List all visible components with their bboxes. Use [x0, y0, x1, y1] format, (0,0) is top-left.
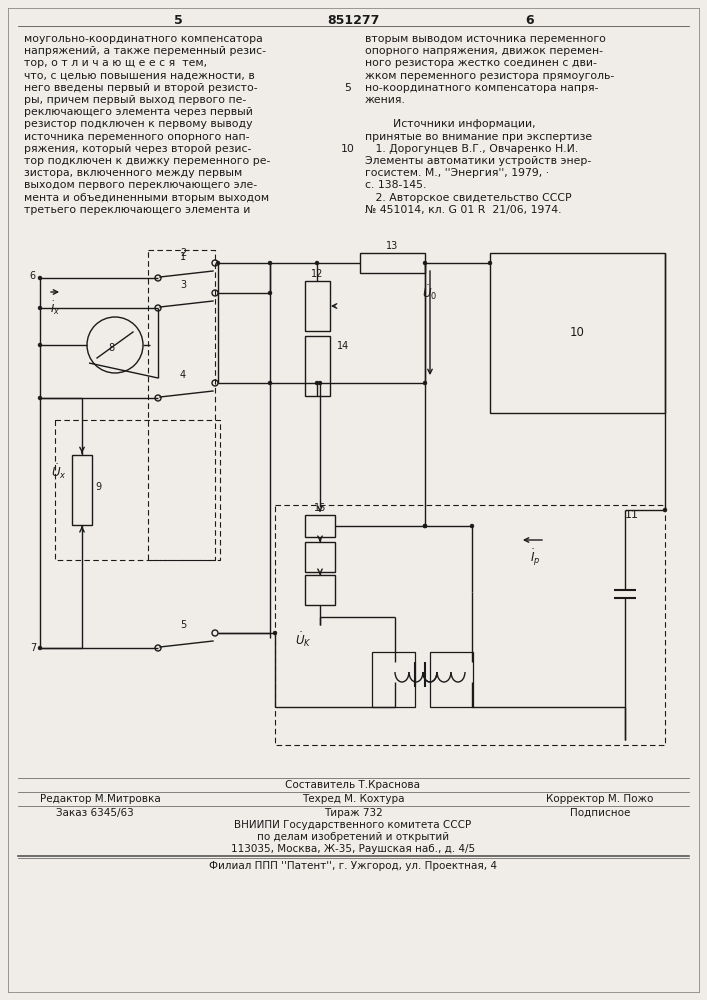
Text: опорного напряжения, движок перемен-: опорного напряжения, движок перемен- — [365, 46, 603, 56]
Text: Подписное: Подписное — [570, 808, 630, 818]
Bar — [305, 575, 335, 605]
Circle shape — [663, 508, 667, 512]
Text: № 451014, кл. G 01 R  21/06, 1974.: № 451014, кл. G 01 R 21/06, 1974. — [365, 205, 561, 215]
Text: $\dot{U}_x$: $\dot{U}_x$ — [52, 462, 67, 481]
Text: 6: 6 — [526, 14, 534, 27]
Bar — [490, 253, 665, 413]
Text: 10: 10 — [570, 326, 585, 340]
Text: Тираж 732: Тираж 732 — [324, 808, 382, 818]
Text: третьего переключающего элемента и: третьего переключающего элемента и — [24, 205, 250, 215]
Text: зистора, включенного между первым: зистора, включенного между первым — [24, 168, 243, 178]
Circle shape — [318, 381, 322, 385]
Text: 1. Дорогунцев В.Г., Овчаренко Н.И.: 1. Дорогунцев В.Г., Овчаренко Н.И. — [365, 144, 578, 154]
Text: 9: 9 — [95, 482, 101, 492]
Circle shape — [268, 381, 272, 385]
Text: 113035, Москва, Ж-35, Раушская наб., д. 4/5: 113035, Москва, Ж-35, Раушская наб., д. … — [231, 844, 475, 854]
Text: ры, причем первый выход первого пе-: ры, причем первый выход первого пе- — [24, 95, 246, 105]
Circle shape — [423, 381, 427, 385]
Text: Элементы автоматики устройств энер-: Элементы автоматики устройств энер- — [365, 156, 591, 166]
Text: Источники информации,: Источники информации, — [365, 119, 536, 129]
Text: $\dot{I}_x$: $\dot{I}_x$ — [50, 300, 60, 317]
Text: 11: 11 — [625, 510, 639, 520]
Text: ВНИИПИ Государственного комитета СССР: ВНИИПИ Государственного комитета СССР — [235, 820, 472, 830]
Text: госистем. М., ''Энергия'', 1979, ·: госистем. М., ''Энергия'', 1979, · — [365, 168, 549, 178]
Text: Заказ 6345/63: Заказ 6345/63 — [56, 808, 134, 818]
Circle shape — [488, 261, 492, 265]
Text: 10: 10 — [341, 144, 355, 154]
Text: $\dot{U}_K$: $\dot{U}_K$ — [296, 630, 312, 649]
Text: жком переменного резистора прямоуголь-: жком переменного резистора прямоуголь- — [365, 71, 614, 81]
Text: 14: 14 — [337, 341, 349, 351]
Circle shape — [423, 524, 427, 528]
Bar — [305, 542, 335, 572]
Text: вторым выводом источника переменного: вторым выводом источника переменного — [365, 34, 606, 44]
Text: 1: 1 — [180, 252, 186, 262]
Text: мента и объединенными вторым выходом: мента и объединенными вторым выходом — [24, 193, 269, 203]
Text: Филиал ППП ''Патент'', г. Ужгород, ул. Проектная, 4: Филиал ППП ''Патент'', г. Ужгород, ул. П… — [209, 861, 497, 871]
Text: моугольно-координатного компенсатора: моугольно-координатного компенсатора — [24, 34, 263, 44]
Text: 7: 7 — [30, 643, 36, 653]
Text: него введены первый и второй резисто-: него введены первый и второй резисто- — [24, 83, 257, 93]
Text: 5: 5 — [180, 620, 186, 630]
Text: 2: 2 — [180, 248, 186, 258]
Text: резистор подключен к первому выводу: резистор подключен к первому выводу — [24, 119, 252, 129]
Bar — [430, 652, 473, 707]
Circle shape — [216, 261, 220, 265]
Bar — [305, 515, 335, 537]
Circle shape — [315, 381, 319, 385]
Circle shape — [423, 524, 427, 528]
Text: 851277: 851277 — [327, 14, 379, 27]
Circle shape — [470, 524, 474, 528]
Circle shape — [38, 343, 42, 347]
Circle shape — [268, 261, 272, 265]
Text: 6: 6 — [30, 271, 36, 281]
Text: жения.: жения. — [365, 95, 406, 105]
Text: тор подключен к движку переменного ре-: тор подключен к движку переменного ре- — [24, 156, 270, 166]
Text: 3: 3 — [180, 280, 186, 290]
Circle shape — [268, 291, 272, 295]
Circle shape — [315, 261, 319, 265]
Text: 15: 15 — [314, 503, 326, 513]
Text: 2. Авторское свидетельство СССР: 2. Авторское свидетельство СССР — [365, 193, 572, 203]
Text: ного резистора жестко соединен с дви-: ного резистора жестко соединен с дви- — [365, 58, 597, 68]
Text: Корректор М. Пожо: Корректор М. Пожо — [547, 794, 654, 804]
Circle shape — [38, 396, 42, 400]
Circle shape — [38, 276, 42, 280]
Text: принятые во внимание при экспертизе: принятые во внимание при экспертизе — [365, 132, 592, 142]
Bar — [372, 652, 415, 707]
Text: по делам изобретений и открытий: по делам изобретений и открытий — [257, 832, 449, 842]
Text: 4: 4 — [180, 370, 186, 380]
Text: ряжения, который через второй резис-: ряжения, который через второй резис- — [24, 144, 252, 154]
Text: $\dot{I}_p$: $\dot{I}_p$ — [530, 548, 540, 568]
Text: но-координатного компенсатора напря-: но-координатного компенсатора напря- — [365, 83, 599, 93]
Bar — [360, 253, 425, 273]
Text: напряжений, а также переменный резис-: напряжений, а также переменный резис- — [24, 46, 266, 56]
Text: 12: 12 — [311, 269, 323, 279]
Text: Техред М. Кохтура: Техред М. Кохтура — [302, 794, 404, 804]
Bar — [72, 455, 92, 525]
Bar — [305, 281, 330, 331]
Circle shape — [38, 646, 42, 650]
Text: выходом первого переключающего эле-: выходом первого переключающего эле- — [24, 180, 257, 190]
Circle shape — [38, 306, 42, 310]
Text: что, с целью повышения надежности, в: что, с целью повышения надежности, в — [24, 71, 255, 81]
Text: источника переменного опорного нап-: источника переменного опорного нап- — [24, 132, 250, 142]
Circle shape — [423, 261, 427, 265]
Text: Составитель Т.Краснова: Составитель Т.Краснова — [286, 780, 421, 790]
Circle shape — [273, 631, 277, 635]
Text: тор, о т л и ч а ю щ е е с я  тем,: тор, о т л и ч а ю щ е е с я тем, — [24, 58, 207, 68]
Text: Редактор М.Митровка: Редактор М.Митровка — [40, 794, 160, 804]
Text: с. 138-145.: с. 138-145. — [365, 180, 426, 190]
Text: 13: 13 — [386, 241, 398, 251]
Text: 8: 8 — [108, 343, 114, 353]
Text: реключающего элемента через первый: реключающего элемента через первый — [24, 107, 253, 117]
Text: 5: 5 — [344, 83, 351, 93]
Text: $\dot{U}_0$: $\dot{U}_0$ — [421, 283, 437, 302]
Bar — [305, 336, 330, 396]
Text: 5: 5 — [174, 14, 182, 27]
